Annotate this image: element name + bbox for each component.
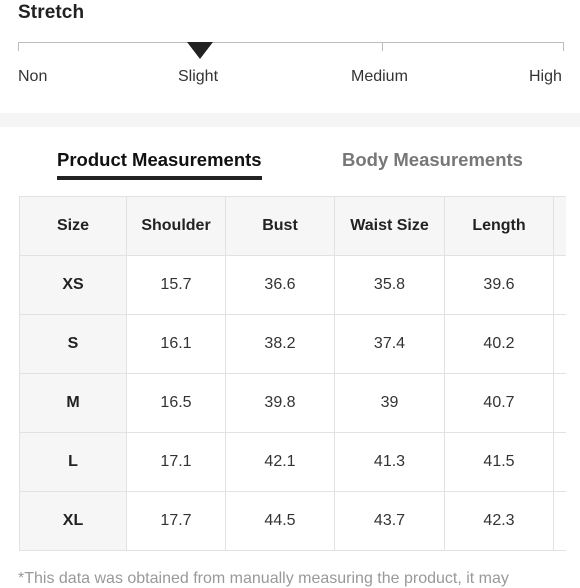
table-row: M 16.5 39.8 39 40.7	[19, 373, 566, 433]
bust-cell: 42.1	[225, 432, 335, 492]
stretch-tick-non	[18, 42, 19, 51]
stretch-title: Stretch	[18, 2, 85, 23]
waist-cell: 43.7	[334, 491, 445, 551]
bust-cell: 44.5	[225, 491, 335, 551]
stretch-label-high: High	[529, 68, 562, 85]
header-overflow-column	[553, 196, 566, 256]
size-cell: L	[19, 432, 127, 492]
shoulder-cell: 17.7	[126, 491, 226, 551]
header-size: Size	[19, 196, 127, 256]
table-row: S 16.1 38.2 37.4 40.2	[19, 314, 566, 374]
overflow-cell	[553, 373, 566, 433]
length-cell: 42.3	[444, 491, 554, 551]
stretch-tick-medium	[382, 42, 383, 51]
waist-cell: 39	[334, 373, 445, 433]
header-length: Length	[444, 196, 554, 256]
shoulder-cell: 15.7	[126, 255, 226, 315]
tab-product-measurements[interactable]: Product Measurements	[57, 149, 262, 180]
size-cell: S	[19, 314, 127, 374]
stretch-scale-line	[18, 42, 564, 43]
table-row: L 17.1 42.1 41.3 41.5	[19, 432, 566, 492]
section-divider	[0, 113, 580, 127]
waist-cell: 41.3	[334, 432, 445, 492]
waist-cell: 37.4	[334, 314, 445, 374]
bust-cell: 39.8	[225, 373, 335, 433]
bust-cell: 38.2	[225, 314, 335, 374]
table-row: XS 15.7 36.6 35.8 39.6	[19, 255, 566, 315]
overflow-cell	[553, 255, 566, 315]
header-shoulder: Shoulder	[126, 196, 226, 256]
header-waist-size: Waist Size	[334, 196, 445, 256]
waist-cell: 35.8	[334, 255, 445, 315]
shoulder-cell: 16.1	[126, 314, 226, 374]
table-row: XL 17.7 44.5 43.7 42.3	[19, 491, 566, 551]
stretch-label-non: Non	[18, 68, 48, 85]
shoulder-cell: 17.1	[126, 432, 226, 492]
overflow-cell	[553, 432, 566, 492]
overflow-cell	[553, 314, 566, 374]
size-table: Size Shoulder Bust Waist Size Length XS …	[19, 196, 566, 551]
length-cell: 41.5	[444, 432, 554, 492]
length-cell: 39.6	[444, 255, 554, 315]
size-cell: M	[19, 373, 127, 433]
stretch-label-slight: Slight	[178, 68, 219, 85]
length-cell: 40.2	[444, 314, 554, 374]
header-bust: Bust	[225, 196, 335, 256]
measurement-note: *This data was obtained from manually me…	[18, 570, 509, 587]
stretch-pointer-icon	[187, 42, 213, 59]
shoulder-cell: 16.5	[126, 373, 226, 433]
table-header-row: Size Shoulder Bust Waist Size Length	[19, 196, 566, 256]
overflow-cell	[553, 491, 566, 551]
stretch-label-medium: Medium	[351, 68, 408, 85]
tab-body-measurements[interactable]: Body Measurements	[342, 149, 523, 170]
size-cell: XS	[19, 255, 127, 315]
stretch-tick-high	[563, 42, 564, 51]
bust-cell: 36.6	[225, 255, 335, 315]
size-cell: XL	[19, 491, 127, 551]
length-cell: 40.7	[444, 373, 554, 433]
